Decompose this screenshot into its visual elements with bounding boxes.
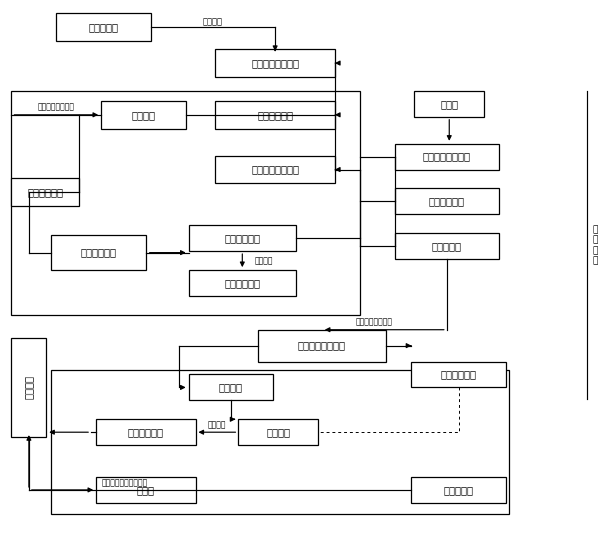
- Bar: [96, 477, 195, 503]
- Bar: [258, 329, 385, 361]
- Bar: [189, 226, 296, 251]
- Bar: [11, 179, 79, 206]
- Bar: [101, 101, 186, 129]
- Text: 应变信号接收天线: 应变信号接收天线: [298, 340, 346, 351]
- Bar: [11, 338, 47, 437]
- Text: 放大电路: 放大电路: [266, 427, 290, 437]
- Text: （可控）电源输入: （可控）电源输入: [38, 102, 75, 111]
- Text: 遥控开关模块: 遥控开关模块: [224, 233, 260, 243]
- Bar: [96, 419, 195, 445]
- Bar: [215, 156, 335, 184]
- Text: 无
线
信
号: 无 线 信 号: [593, 225, 598, 265]
- Text: 可控锂电池组: 可控锂电池组: [224, 278, 260, 288]
- Text: 应变信号发射天线: 应变信号发射天线: [251, 164, 299, 174]
- Bar: [56, 13, 151, 41]
- Text: 微型继电器: 微型继电器: [432, 241, 462, 251]
- Text: 信号发射装置: 信号发射装置: [27, 188, 64, 197]
- Bar: [11, 91, 360, 315]
- Bar: [411, 361, 506, 387]
- Text: 电缆传输（转速信号）: 电缆传输（转速信号）: [102, 478, 148, 487]
- Bar: [215, 49, 335, 77]
- Bar: [51, 235, 146, 270]
- Text: 持续供电: 持续供电: [255, 256, 273, 265]
- Text: 开关信号接收天线: 开关信号接收天线: [423, 152, 471, 162]
- Text: 高频编码电路: 高频编码电路: [429, 196, 465, 206]
- Bar: [51, 370, 509, 514]
- Bar: [394, 233, 499, 259]
- Text: （可控）电源输出: （可控）电源输出: [356, 317, 393, 326]
- Text: 应变信号: 应变信号: [203, 18, 223, 27]
- Bar: [414, 91, 484, 117]
- Bar: [189, 375, 273, 400]
- Text: 测速传感器: 测速传感器: [443, 485, 474, 495]
- Bar: [215, 101, 335, 129]
- Text: 显示器: 显示器: [137, 485, 155, 495]
- Text: 电源控制装置: 电源控制装置: [80, 248, 117, 257]
- Text: 发射模块: 发射模块: [131, 110, 155, 120]
- Text: 信号处理装置: 信号处理装置: [440, 370, 477, 379]
- Text: 显示终端: 显示终端: [24, 376, 34, 399]
- Text: 遥控器: 遥控器: [440, 99, 458, 109]
- Bar: [394, 189, 499, 214]
- Bar: [411, 477, 506, 503]
- Text: 滤波电路: 滤波电路: [219, 382, 243, 393]
- Text: 电缆传输: 电缆传输: [208, 421, 226, 430]
- Text: 信号发射电路: 信号发射电路: [257, 110, 293, 120]
- Text: 运算处理电路: 运算处理电路: [128, 427, 164, 437]
- Text: 全桥应变片: 全桥应变片: [88, 22, 119, 32]
- Bar: [394, 144, 499, 169]
- Bar: [189, 270, 296, 296]
- Text: 应变信号变送电路: 应变信号变送电路: [251, 58, 299, 68]
- Bar: [238, 419, 318, 445]
